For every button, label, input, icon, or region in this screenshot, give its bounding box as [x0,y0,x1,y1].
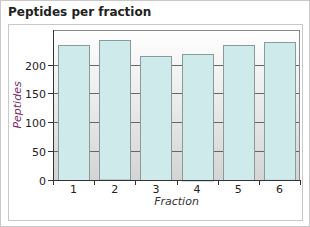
x-tick-label: 2 [111,183,118,196]
grid-line [53,65,300,66]
plot-panel [9,25,303,221]
y-tick-label: 0 [39,175,46,188]
x-tick [177,180,178,185]
title: Peptides per fraction [8,5,151,19]
y-axis-line [53,30,54,181]
y-tick-label: 100 [25,117,46,130]
y-axis-label: Peptides [11,81,24,129]
plot-background [53,30,300,180]
y-tick [48,65,53,66]
bar [100,41,131,181]
y-tick [48,93,53,94]
y-tick-label: 50 [32,146,46,159]
x-axis-line [53,180,300,181]
bar [224,46,255,181]
x-tick [94,180,95,185]
x-tick [53,180,54,185]
bar [183,55,214,181]
y-tick [48,151,53,152]
grid-line [53,180,300,181]
x-tick-label: 1 [70,183,77,196]
plot-frame [54,31,300,181]
x-tick [259,180,260,185]
grid-line [53,122,300,123]
y-tick [48,180,53,181]
y-tick [48,122,53,123]
x-tick [218,180,219,185]
x-tick-label: 5 [235,183,242,196]
panel-border [1,1,310,227]
grid-line [53,93,300,94]
x-tick [300,180,301,185]
y-tick-label: 200 [25,60,46,73]
grid-line [53,151,300,152]
x-axis-label: Fraction [154,195,199,208]
bar [265,43,296,181]
bar [141,57,172,181]
x-tick-label: 6 [276,183,283,196]
chart: Peptides per fraction050100150200123456F… [0,0,310,227]
y-tick-label: 150 [25,88,46,101]
x-tick [135,180,136,185]
bar [59,46,90,181]
